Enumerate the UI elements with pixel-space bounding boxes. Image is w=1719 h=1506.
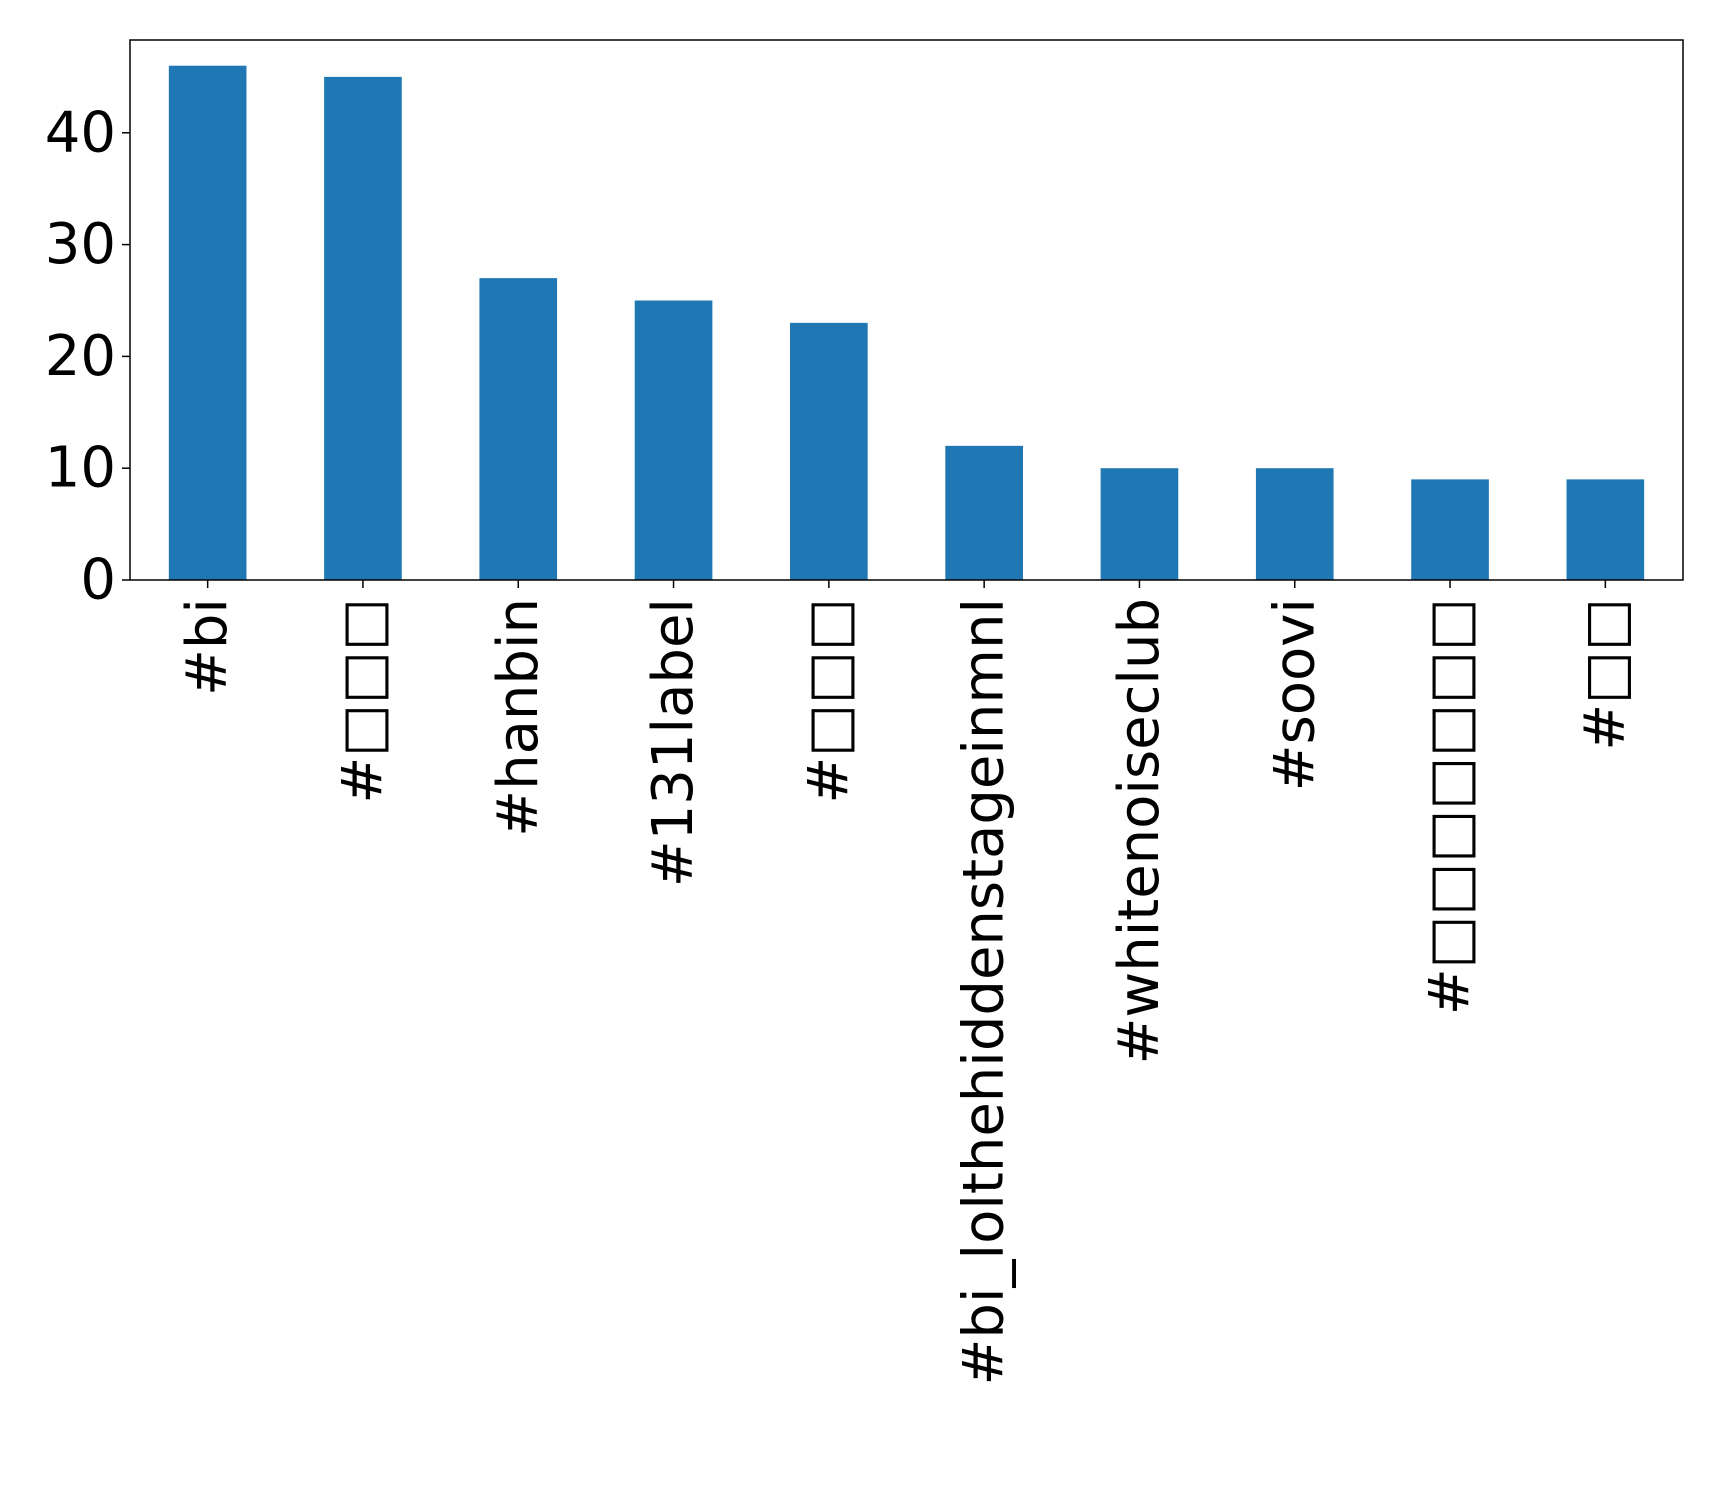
bar: [1411, 479, 1489, 580]
x-tick-label: #□□□: [796, 598, 861, 804]
y-tick-label: 0: [80, 548, 116, 613]
bars-group: [168, 65, 1645, 580]
bar: [1255, 468, 1334, 580]
y-tick-label: 10: [45, 436, 116, 501]
bar: [790, 322, 868, 580]
x-tick-label: #bi: [175, 598, 240, 696]
bar: [634, 300, 713, 580]
bar: [1100, 468, 1179, 580]
y-axis-ticks: 0 10 20 30 40: [45, 100, 130, 613]
x-tick-label: #bi_lolthehiddenstageinmnl: [952, 598, 1017, 1386]
y-tick-label: 20: [45, 324, 116, 389]
x-tick-label: #131label: [641, 598, 706, 887]
x-tick-label: #soovi: [1262, 598, 1327, 791]
x-tick-label: #□□: [1573, 598, 1638, 751]
plot-frame: [129, 39, 1684, 581]
y-tick-label: 30: [45, 212, 116, 277]
y-tick-label: 40: [45, 100, 116, 165]
bar: [1566, 479, 1645, 580]
bar: [324, 76, 402, 580]
x-tick-label: #□□□: [330, 598, 395, 804]
x-tick-label: #hanbin: [486, 598, 551, 837]
x-tick-label: #□□□□□□□: [1418, 598, 1483, 1015]
bar: [945, 445, 1023, 580]
x-axis-ticks: #bi #□□□ #hanbin #131label #□□□ #bi_lolthehid…: [175, 580, 1638, 1386]
bar: [168, 65, 247, 580]
bar: [479, 278, 558, 580]
x-tick-label: #whitenoiseclub: [1107, 598, 1172, 1065]
